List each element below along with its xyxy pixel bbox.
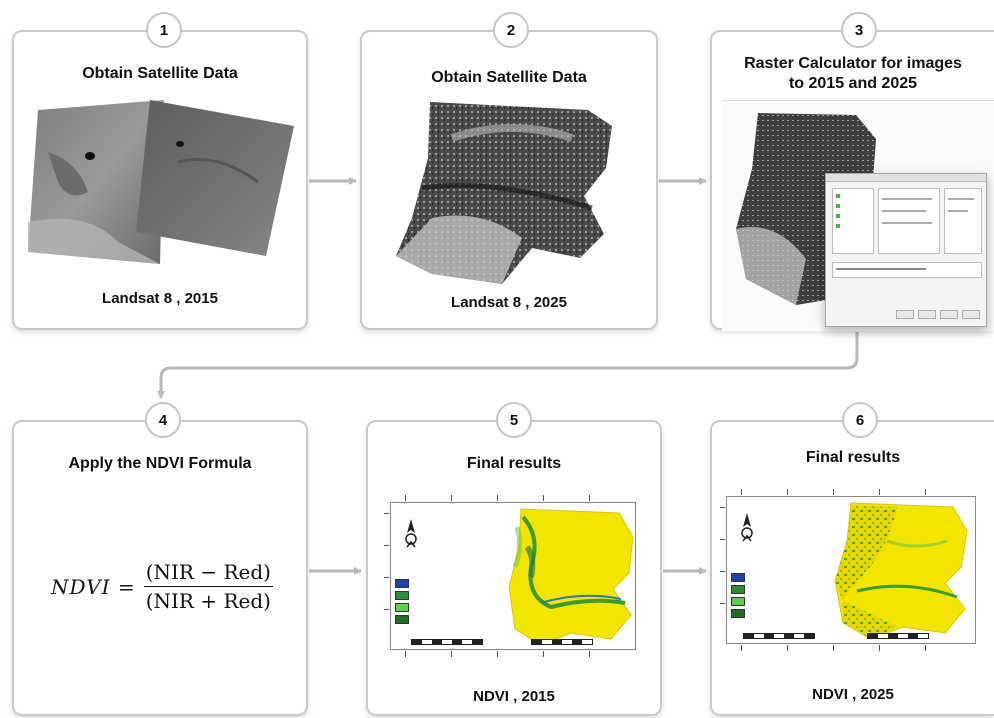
step-3-title-line2: to 2015 and 2025 [788, 75, 918, 92]
step-2-title: Obtain Satellite Data [431, 69, 587, 86]
formula-fraction: (NIR − Red) (NIR + Red) [143, 560, 273, 613]
ndvi-2015-raster [508, 508, 634, 646]
step-6-card: 6 Final results [710, 402, 994, 716]
step-5-badge: 5 [496, 402, 532, 438]
gis-window-mock [722, 100, 994, 331]
formula-lhs: NDVI = [51, 574, 136, 599]
step-2-footer: Landsat 8 , 2025 [451, 294, 567, 311]
step-1-badge: 1 [146, 12, 182, 48]
ndvi-2025-legend [731, 563, 841, 618]
step-3-badge: 3 [841, 12, 877, 48]
step-6-badge: 6 [842, 402, 878, 438]
formula-denominator: (NIR + Red) [145, 589, 271, 613]
ndvi-formula: NDVI = (NIR − Red) (NIR + Red) [28, 560, 296, 613]
ndvi-2025-raster [834, 502, 968, 640]
step-5-title: Final results [466, 455, 562, 472]
step-5-card: 5 Final results NDVI , 2015 [366, 402, 662, 716]
step-3-card: 3 Raster Calculator for images to 2015 a… [710, 12, 994, 331]
ndvi-2015-map [384, 495, 636, 657]
north-arrow-icon [741, 513, 753, 542]
landsat-2025-image [396, 102, 612, 284]
step-1-card: 1 Obtain Satellite Data Landsat 8 , 2015 [12, 12, 308, 330]
step-4-card: 4 Apply the NDVI Formula NDVI = (NIR − R… [12, 402, 308, 716]
formula-numerator: (NIR − Red) [143, 560, 273, 587]
step-6-footer: NDVI , 2025 [812, 686, 894, 703]
step-6-title: Final results [805, 449, 901, 466]
step-2-badge: 2 [493, 12, 529, 48]
landsat-2015-image [28, 100, 294, 264]
step-1-title: Obtain Satellite Data [82, 65, 238, 82]
arrow-3-to-4 [157, 332, 859, 399]
ndvi-2015-legend [395, 569, 505, 624]
step-3-title-line1: Raster Calculator for images [744, 55, 962, 72]
step-1-footer: Landsat 8 , 2015 [102, 290, 218, 307]
ndvi-2025-map [720, 489, 976, 651]
step-2-card: 2 Obtain Satellite Data Landsat 8 , 2025 [360, 12, 658, 330]
step-5-footer: NDVI , 2015 [473, 688, 555, 705]
raster-calculator-dialog [825, 173, 987, 327]
north-arrow-icon [405, 519, 417, 548]
step-4-title: Apply the NDVI Formula [68, 455, 252, 472]
step-4-badge: 4 [145, 402, 181, 438]
